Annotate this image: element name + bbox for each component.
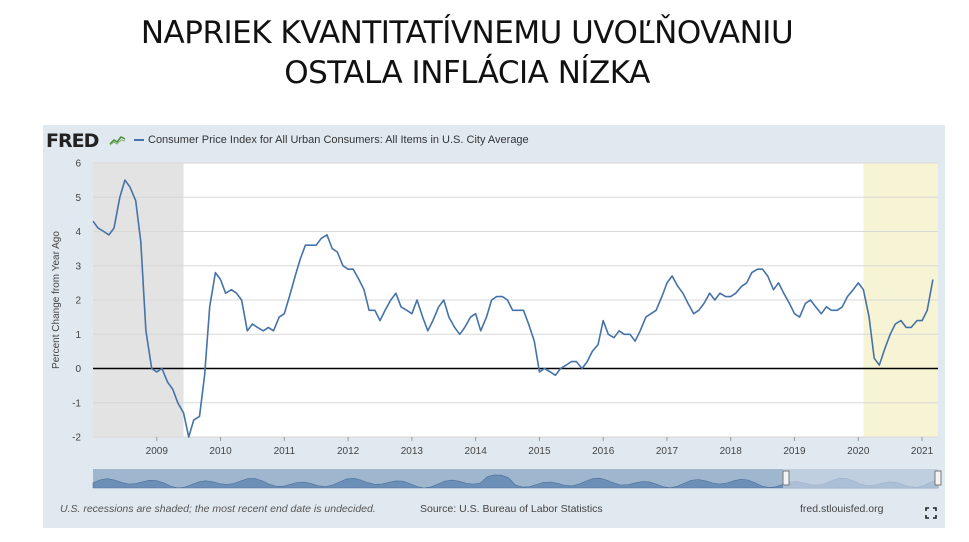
x-tick-label: 2011	[274, 446, 296, 457]
y-tick-label: 0	[75, 364, 81, 375]
fullscreen-expand-icon[interactable]	[925, 507, 937, 519]
y-axis-label: Percent Change from Year Ago	[51, 231, 62, 369]
x-tick-label: 2012	[337, 446, 360, 457]
y-tick-label: 4	[75, 227, 81, 238]
x-tick-label: 2018	[720, 446, 743, 457]
recession-note: U.S. recessions are shaded; the most rec…	[60, 503, 376, 515]
y-tick-label: 5	[75, 193, 81, 204]
fred-site-link[interactable]: fred.stlouisfed.org	[800, 503, 884, 515]
slide-title-line-2: OSTALA INFLÁCIA NÍZKA	[284, 55, 650, 91]
y-tick-label: 3	[75, 261, 81, 272]
x-tick-label: 2019	[783, 446, 806, 457]
x-tick-label: 2013	[401, 446, 424, 457]
range-handle-icon[interactable]	[934, 470, 942, 486]
x-tick-label: 2010	[209, 446, 232, 457]
x-tick-label: 2017	[656, 446, 679, 457]
slide-title-line-1: NAPRIEK KVANTITATÍVNEMU UVOĽŇOVANIU	[140, 15, 794, 51]
x-tick-label: 2020	[847, 446, 870, 457]
y-tick-label: 1	[75, 330, 81, 341]
series-legend[interactable]: Consumer Price Index for All Urban Consu…	[134, 134, 529, 146]
fred-logo[interactable]: FRED	[46, 130, 99, 152]
x-tick-label: 2021	[911, 446, 934, 457]
x-tick-label: 2014	[465, 446, 488, 457]
y-tick-label: -1	[72, 398, 81, 409]
y-tick-label: 6	[75, 159, 81, 170]
fred-graph-panel: FRED Consumer Price Index for All Urban …	[43, 125, 945, 528]
y-tick-label: 2	[75, 296, 81, 307]
x-tick-label: 2009	[146, 446, 169, 457]
x-tick-label: 2016	[592, 446, 615, 457]
source-note: Source: U.S. Bureau of Labor Statistics	[420, 503, 603, 515]
y-tick-label: -2	[72, 433, 81, 444]
legend-label: Consumer Price Index for All Urban Consu…	[148, 134, 529, 146]
fred-logo-graph-icon	[109, 136, 126, 146]
legend-swatch	[134, 139, 144, 142]
x-tick-label: 2015	[528, 446, 551, 457]
series-line	[92, 179, 934, 438]
range-selection	[783, 469, 938, 488]
range-handle-icon[interactable]	[782, 470, 790, 486]
